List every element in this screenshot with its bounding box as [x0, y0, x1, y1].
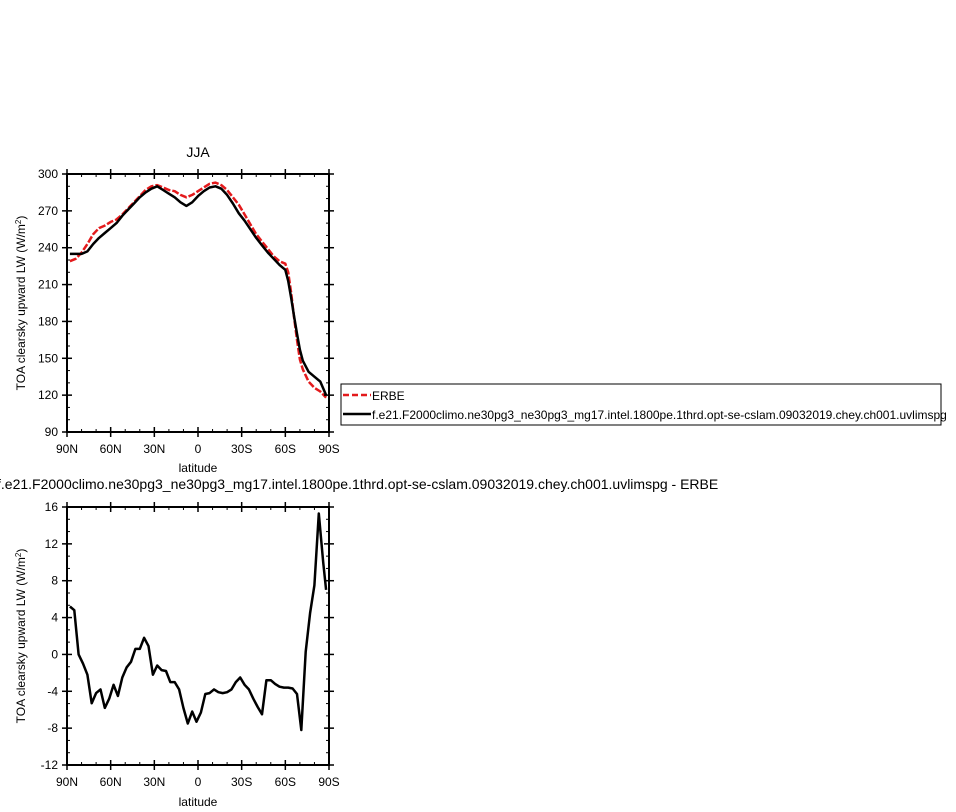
top-x-tick-label: 90N	[56, 442, 78, 456]
bottom-x-tick-label: 30S	[231, 775, 252, 789]
bottom-ticks-layer	[62, 502, 334, 770]
top-x-axis-label: latitude	[179, 461, 218, 475]
top-y-tick-labels: 90 120 150 180 210 240 270 300	[38, 167, 58, 439]
top-plot-frame	[66, 173, 330, 433]
bottom-x-axis-label: latitude	[179, 795, 218, 809]
top-x-tick-label: 30S	[231, 442, 252, 456]
top-panel: JJA 90 120 150 180 210 240 270 300 90N 60N 30N 0 30…	[14, 144, 340, 475]
bottom-y-axis-label-close: )	[14, 549, 28, 553]
top-y-tick-label: 90	[45, 425, 59, 439]
top-y-tick-label: 270	[38, 204, 58, 218]
bottom-y-tick-label: 8	[51, 574, 58, 588]
bottom-plot-frame	[66, 506, 330, 766]
bottom-y-tick-label: 12	[45, 537, 59, 551]
bottom-y-tick-label: -8	[47, 721, 58, 735]
legend-box	[340, 383, 942, 426]
bottom-y-tick-label: -12	[41, 758, 59, 772]
top-x-tick-label: 0	[195, 442, 202, 456]
top-x-tick-label: 30N	[143, 442, 165, 456]
top-y-tick-label: 120	[38, 388, 58, 402]
top-title: JJA	[186, 144, 210, 160]
bottom-x-tick-label: 60S	[275, 775, 296, 789]
bottom-x-tick-labels: 90N 60N 30N 0 30S 60S 90S	[56, 775, 340, 789]
top-y-tick-label: 300	[38, 167, 58, 181]
bottom-y-axis-label-sup: 2	[14, 552, 23, 557]
top-y-axis-label: TOA clearsky upward LW (W/m2)	[14, 216, 29, 391]
top-series-line-0	[69, 181, 328, 399]
top-series-line-1	[69, 185, 328, 396]
bottom-y-tick-label: 0	[51, 647, 58, 661]
top-x-tick-label: 90S	[318, 442, 339, 456]
top-y-tick-label: 150	[38, 351, 58, 365]
bottom-x-tick-label: 0	[195, 775, 202, 789]
bottom-y-axis-label: TOA clearsky upward LW (W/m2)	[14, 549, 29, 724]
top-series-layer	[69, 181, 328, 399]
legend-model-label: f.e21.F2000climo.ne30pg3_ne30pg3_mg17.in…	[372, 408, 947, 422]
top-y-tick-label: 210	[38, 278, 58, 292]
bottom-title: f.e21.F2000climo.ne30pg3_ne30pg3_mg17.in…	[0, 476, 718, 492]
bottom-x-tick-label: 60N	[100, 775, 122, 789]
top-ticks-layer	[62, 169, 334, 437]
bottom-x-tick-label: 90N	[56, 775, 78, 789]
bottom-y-tick-label: -4	[47, 684, 58, 698]
legend: ERBE f.e21.F2000climo.ne30pg3_ne30pg3_mg…	[340, 383, 947, 426]
bottom-x-tick-label: 30N	[143, 775, 165, 789]
top-y-tick-label: 180	[38, 314, 58, 328]
top-y-axis-label-sup: 2	[14, 219, 23, 224]
top-x-tick-labels: 90N 60N 30N 0 30S 60S 90S	[56, 442, 340, 456]
top-y-axis-label-close: )	[14, 216, 28, 220]
bottom-y-tick-label: 4	[51, 611, 58, 625]
top-y-tick-label: 240	[38, 241, 58, 255]
bottom-series-line-0	[69, 512, 328, 732]
top-x-tick-label: 60S	[275, 442, 296, 456]
top-x-tick-label: 60N	[100, 442, 122, 456]
bottom-panel: f.e21.F2000climo.ne30pg3_ne30pg3_mg17.in…	[0, 476, 718, 809]
bottom-y-tick-label: 16	[45, 500, 59, 514]
legend-erbe-label: ERBE	[372, 389, 405, 403]
bottom-y-axis-label-main: TOA clearsky upward LW (W/m	[14, 557, 28, 723]
bottom-series-layer	[69, 512, 328, 732]
bottom-x-tick-label: 90S	[318, 775, 339, 789]
bottom-y-tick-labels: -12 -8 -4 0 4 8 12 16	[41, 500, 59, 772]
top-y-axis-label-main: TOA clearsky upward LW (W/m	[14, 224, 28, 390]
